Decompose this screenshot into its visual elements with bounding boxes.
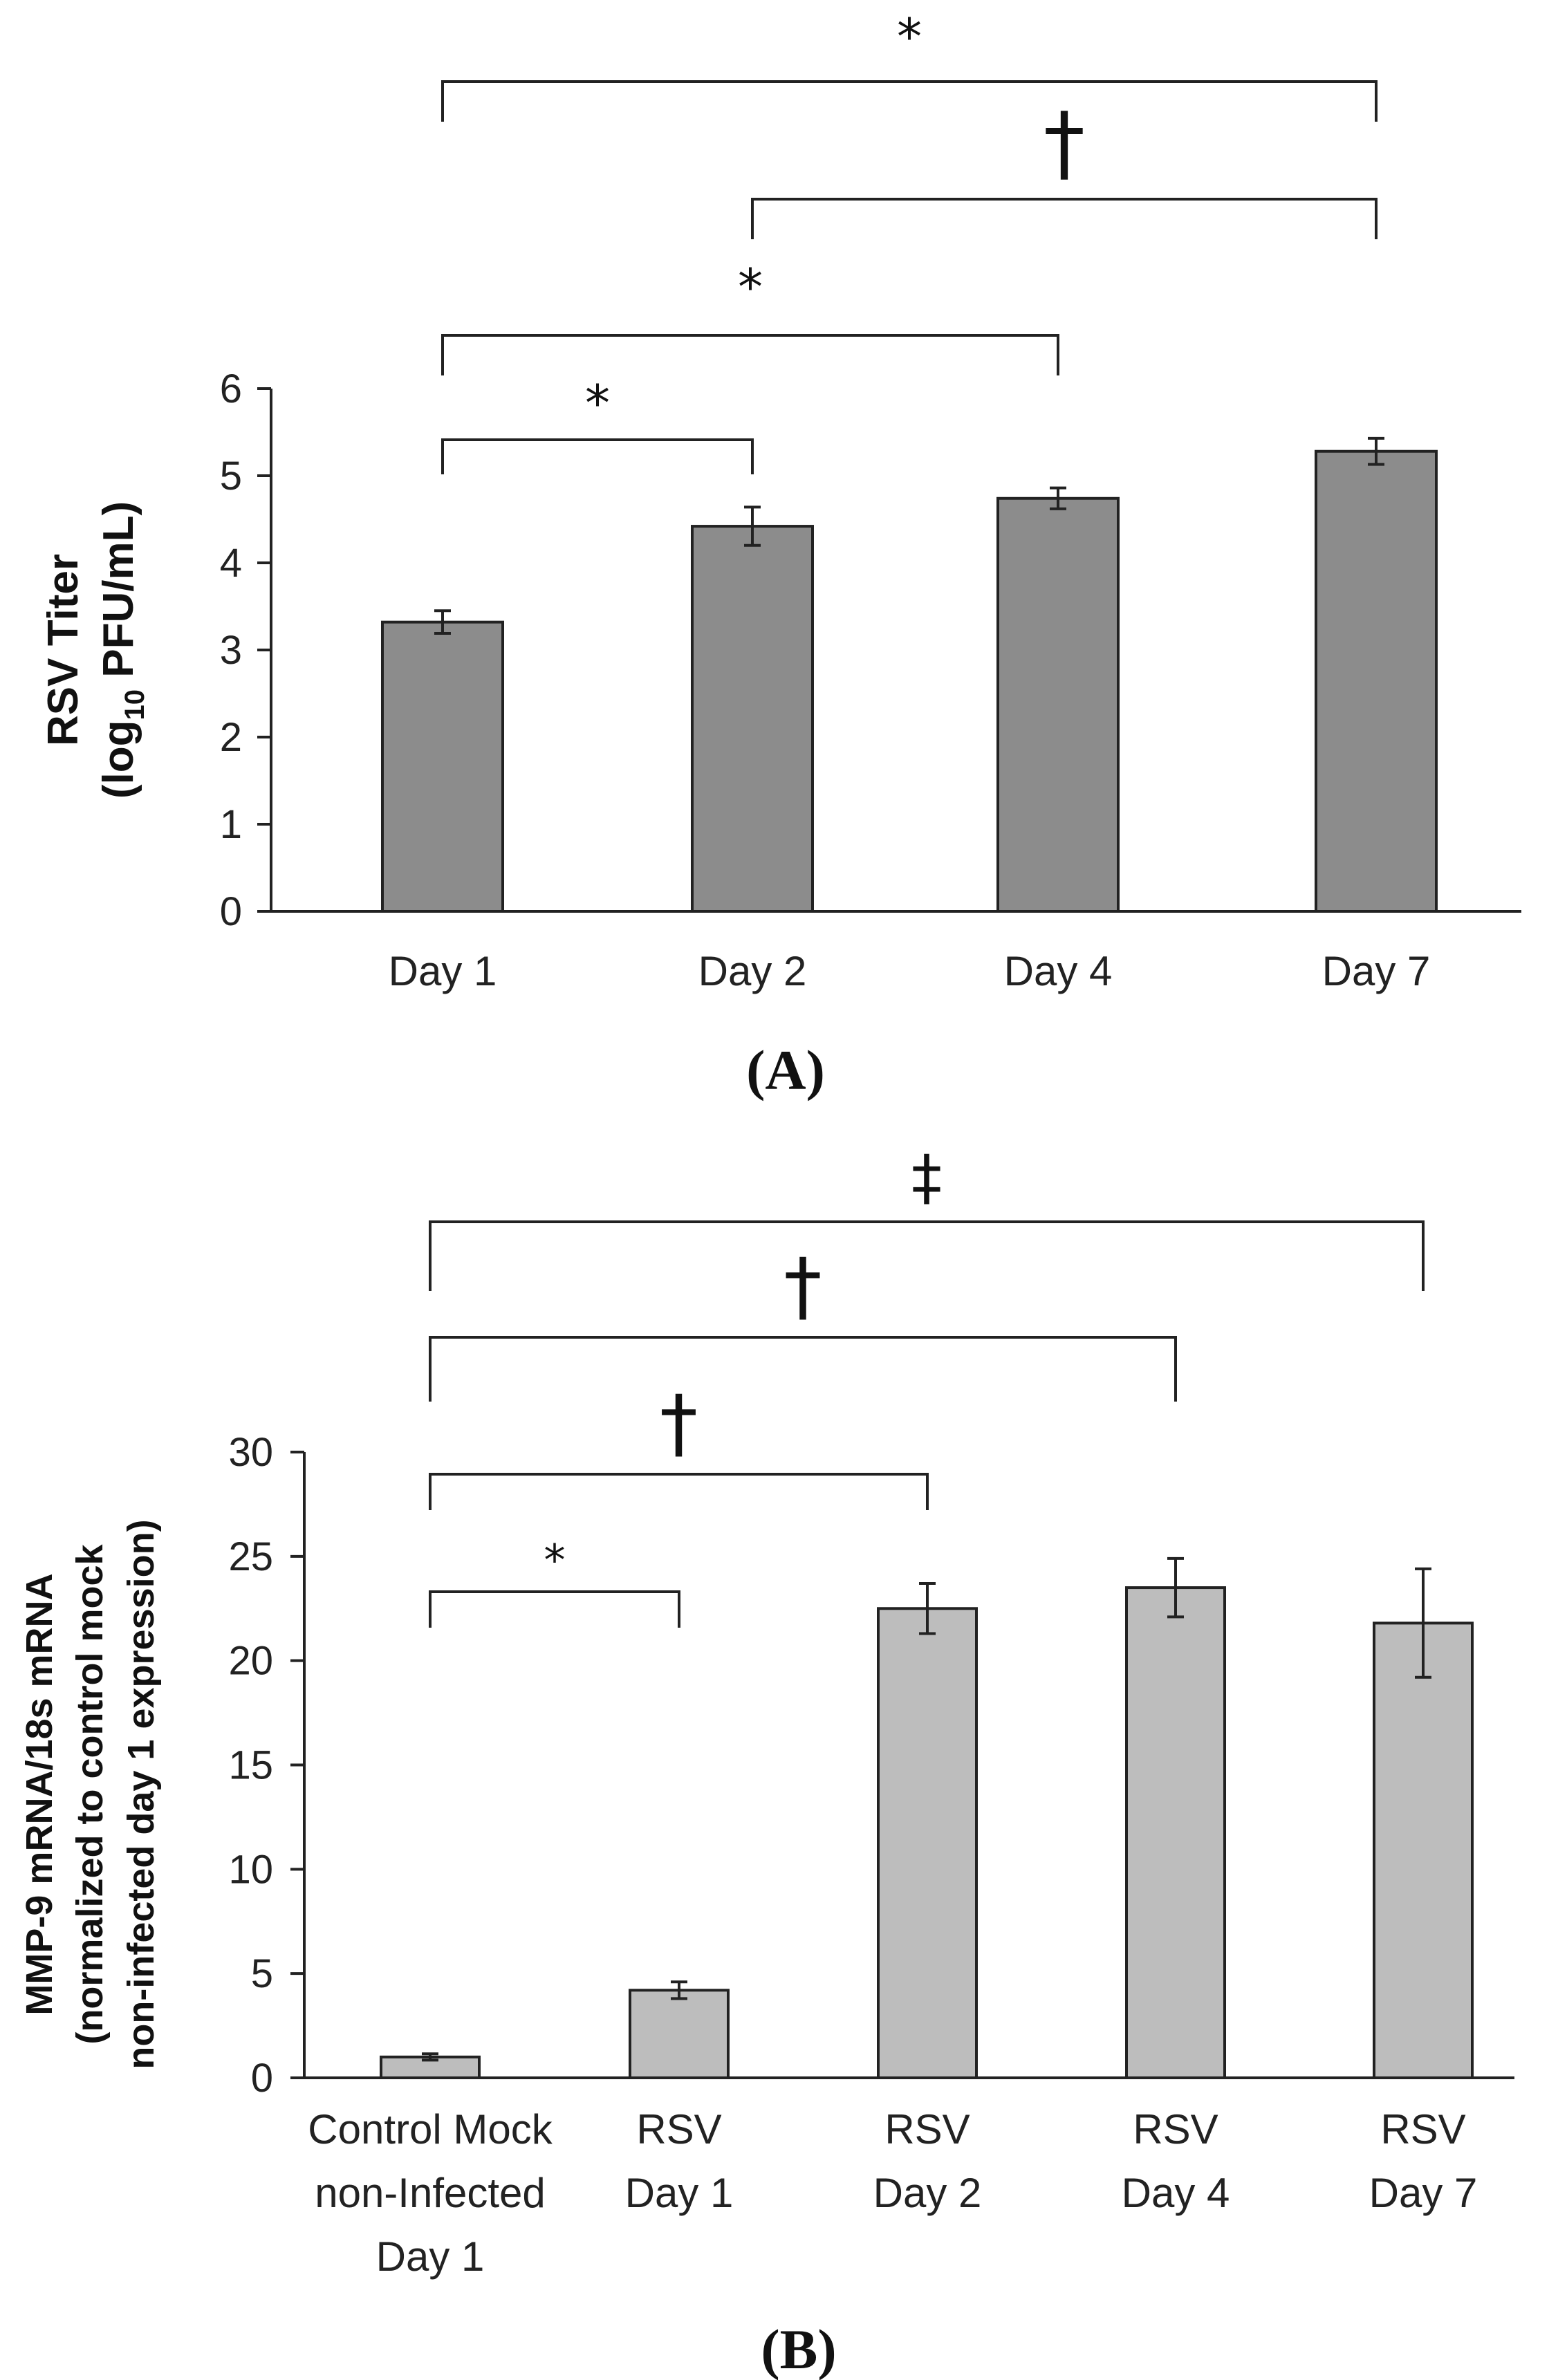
panel-b-bar [877,1607,978,2079]
panel-a-category-label: Day 2 [698,948,807,994]
panel-a-significance-symbol: * [738,258,763,316]
panel-b-ytick-label: 25 [228,1534,273,1579]
panel-b-category-label: Control Mock non-Infected Day 1 [308,2106,553,2280]
panel-a-panel-label: (A) [746,1039,825,1101]
panel-b-ytick-label: 10 [228,1847,273,1892]
panel-a-significance-bracket [441,334,1059,375]
panel-a-significance-symbol: * [897,8,922,66]
panel-a-ytick-label: 1 [220,802,242,847]
panel-a-significance-symbol: * [585,374,610,432]
panel-a-ytick-label: 3 [220,628,242,673]
panel-a-significance-bracket [441,438,754,474]
panel-b-significance-bracket [429,1590,680,1628]
panel-b-category-label: RSV Day 4 [1122,2106,1230,2216]
panel-b-y-axis-title-line: MMP-9 mRNA/18s mRNA [19,1573,60,2015]
panel-a-ytick-label: 4 [220,541,242,586]
panel-b-panel-label: (B) [761,2318,836,2380]
panel-a: 0 1 2 3 4 5 6 Day 1 Day 2 Day 4 Day 7 * † * * (A) RSV Ti… [39,8,1521,1101]
panel-a-significance-bracket [751,198,1378,239]
panel-b-category-label: RSV Day 7 [1369,2106,1478,2216]
panel-b-significance-symbol: † [660,1379,698,1467]
panel-b-significance-symbol: † [784,1242,822,1330]
panel-a-category-label: Day 1 [389,948,497,994]
panel-a-significance-bracket [441,80,1378,122]
panel-b-ytick-label: 5 [251,1951,273,1996]
panel-b-significance-bracket [429,1220,1425,1291]
panel-b-ytick-label: 20 [228,1639,273,1684]
panel-b-significance-symbol: ‡ [911,1142,942,1213]
panel-a-ytick-label: 5 [220,454,242,499]
panel-b-y-axis-title-line: non-infected day 1 expression) [120,1519,162,2069]
panel-b-significance-bracket [429,1473,929,1510]
panel-a-y-axis-title: RSV Titer [39,554,87,746]
panel-a-bar [381,620,504,913]
panel-a-y-axis-units: (log10 PFU/mL) [95,501,150,799]
panel-b-significance-bracket [429,1336,1177,1402]
panel-a-category-label: Day 4 [1004,948,1113,994]
panel-a-bar [691,525,814,913]
panel-b: 0 5 10 15 20 25 30 Control Mock non-Infected Day … [19,1142,1514,2380]
panel-a-bar [996,496,1120,913]
panel-a-ytick-label: 0 [220,889,242,934]
panel-b-significance-symbol: * [544,1535,566,1586]
panel-a-bar [1315,449,1438,913]
panel-a-ytick-label: 2 [220,715,242,760]
panel-a-category-label: Day 7 [1322,948,1431,994]
panel-b-ytick-label: 30 [228,1430,273,1475]
panel-b-category-label: RSV Day 2 [873,2106,982,2216]
panel-b-ytick-label: 15 [228,1743,273,1788]
panel-b-bar [1373,1621,1474,2080]
panel-a-ytick-label: 6 [220,366,242,411]
panel-b-category-label: RSV Day 1 [625,2106,734,2216]
panel-b-bar [629,1989,730,2080]
panel-b-y-axis-title-line: (normalized to control mock [69,1544,111,2045]
panel-b-ytick-label: 0 [251,2056,273,2101]
panel-b-bar [1125,1586,1226,2079]
panel-a-significance-symbol: † [1044,95,1085,192]
